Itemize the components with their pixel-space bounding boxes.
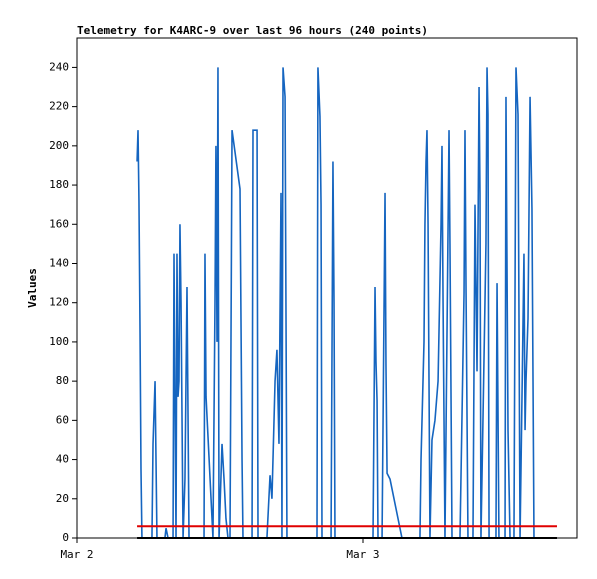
y-tick-label: 180 <box>49 178 69 191</box>
chart-title: Telemetry for K4ARC-9 over last 96 hours… <box>77 24 428 37</box>
y-tick-label: 80 <box>56 374 69 387</box>
y-tick-label: 60 <box>56 413 69 426</box>
y-tick-label: 0 <box>62 531 69 544</box>
y-tick-label: 160 <box>49 217 69 230</box>
y-tick-label: 200 <box>49 139 69 152</box>
y-tick-label: 120 <box>49 296 69 309</box>
x-tick-label: Mar 3 <box>346 548 379 561</box>
y-tick-label: 220 <box>49 100 69 113</box>
y-tick-label: 100 <box>49 335 69 348</box>
y-axis-label: Values <box>26 268 39 308</box>
plot-frame <box>76 37 578 539</box>
y-tick-label: 20 <box>56 492 69 505</box>
series-line <box>136 67 535 539</box>
y-tick-label: 240 <box>49 60 69 73</box>
y-tick-label: 40 <box>56 453 69 466</box>
x-tick-label: Mar 2 <box>60 548 93 561</box>
y-tick-label: 140 <box>49 256 69 269</box>
